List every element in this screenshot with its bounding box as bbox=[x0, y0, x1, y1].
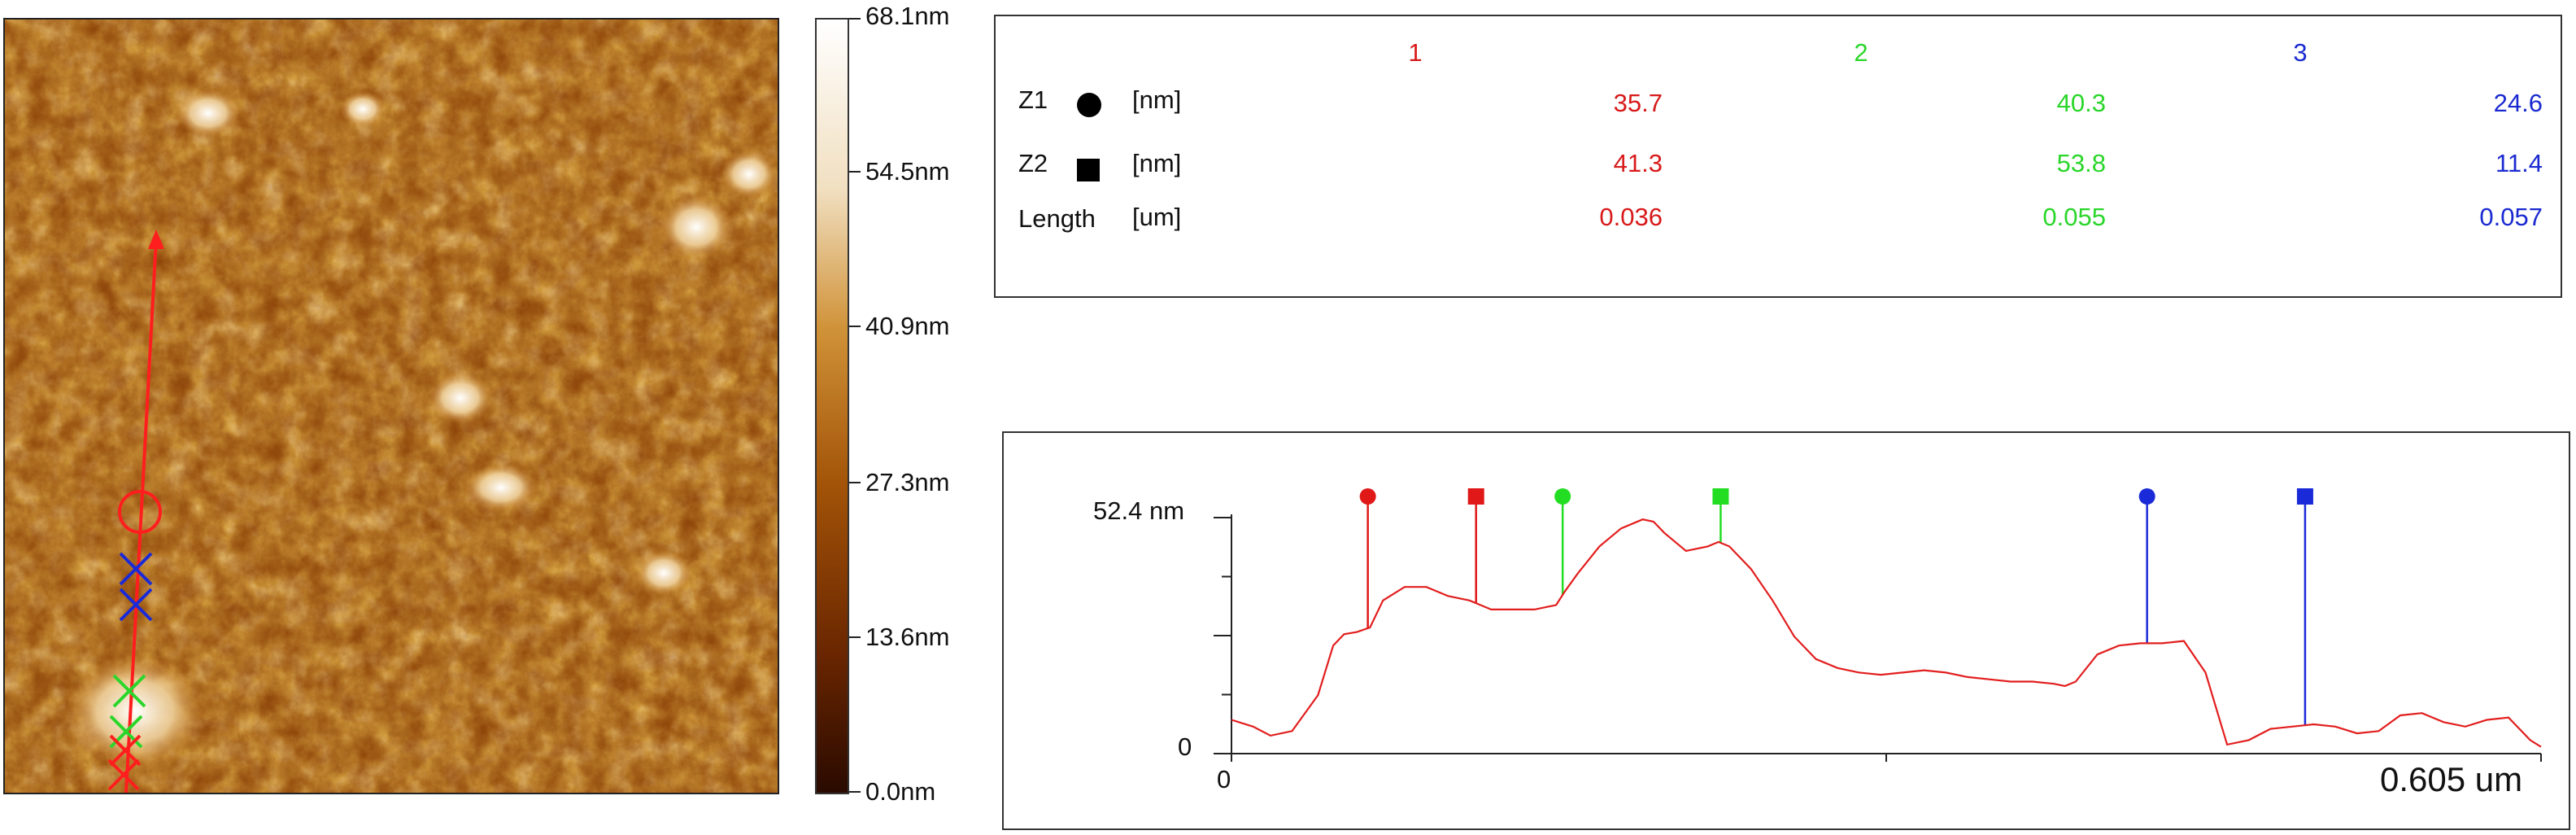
height-profile-chart[interactable] bbox=[1004, 433, 2569, 828]
bright-particle bbox=[721, 150, 778, 199]
colorbar-tick bbox=[849, 171, 861, 173]
colorbar-label: 13.6nm bbox=[865, 623, 950, 651]
cursor-2-square-icon bbox=[1712, 488, 1729, 505]
bright-particle bbox=[340, 91, 386, 127]
cursor-3-square-icon bbox=[2296, 488, 2313, 505]
colorbar-label: 27.3nm bbox=[865, 468, 950, 496]
cursor-1-x-markers[interactable] bbox=[107, 734, 142, 791]
colorbar-tick bbox=[849, 18, 861, 20]
circle-icon bbox=[1077, 93, 1101, 117]
length-value-3: 0.057 bbox=[2479, 203, 2543, 231]
cursor-1-square-icon bbox=[1467, 488, 1484, 505]
colorbar-tick bbox=[849, 791, 861, 793]
bright-particle bbox=[66, 654, 204, 768]
row-unit: [um] bbox=[1132, 203, 1182, 231]
row-unit: [nm] bbox=[1132, 149, 1182, 177]
length-value-2: 0.055 bbox=[2042, 203, 2106, 231]
profile-arrow-icon bbox=[148, 230, 164, 249]
z2-value-1: 41.3 bbox=[1613, 149, 1663, 177]
z2-value-3: 11.4 bbox=[2495, 149, 2543, 177]
colorbar-label: 54.5nm bbox=[865, 157, 950, 186]
colorbar-label: 40.9nm bbox=[865, 312, 950, 340]
length-value-1: 0.036 bbox=[1599, 203, 1663, 231]
colorbar-tick bbox=[849, 636, 861, 638]
x-axis-min-label: 0 bbox=[1217, 765, 1231, 793]
height-profile-panel: 52.4 nm 0 0 0.605 um bbox=[1002, 431, 2570, 830]
z2-value-2: 53.8 bbox=[2056, 149, 2106, 177]
profile-line[interactable] bbox=[124, 238, 158, 793]
row-label-z2: Z2 bbox=[1018, 149, 1048, 177]
height-color-scale bbox=[815, 18, 849, 794]
row-label-length: Length bbox=[1018, 204, 1096, 233]
cursor-3-circle-icon bbox=[2138, 488, 2155, 505]
column-header-1: 1 bbox=[1408, 38, 1423, 67]
bright-particle bbox=[428, 372, 493, 424]
column-header-2: 2 bbox=[1854, 38, 1868, 67]
bright-particle bbox=[464, 463, 538, 512]
column-header-3: 3 bbox=[2293, 38, 2308, 67]
row-unit: [nm] bbox=[1132, 85, 1182, 114]
cursor-1-circle-marker[interactable] bbox=[118, 490, 162, 534]
bright-particle bbox=[635, 550, 692, 596]
z1-value-2: 40.3 bbox=[2056, 89, 2106, 117]
cursor-3-x-markers[interactable] bbox=[119, 552, 153, 622]
cursor-1-circle-icon bbox=[1359, 488, 1376, 505]
colorbar-tick bbox=[849, 482, 861, 483]
afm-topography-image[interactable] bbox=[3, 18, 779, 794]
bright-particle bbox=[660, 195, 733, 260]
y-axis-min-label: 0 bbox=[1178, 732, 1192, 761]
cursor-2-circle-icon bbox=[1554, 488, 1571, 505]
colorbar-tick bbox=[849, 326, 861, 327]
z1-value-3: 24.6 bbox=[2493, 89, 2543, 117]
colorbar-label-min: 0.0nm bbox=[865, 777, 936, 806]
y-axis-max-label: 52.4 nm bbox=[1093, 496, 1185, 525]
z1-value-1: 35.7 bbox=[1613, 89, 1663, 117]
row-label-z1: Z1 bbox=[1018, 85, 1048, 114]
colorbar-label-max: 68.1nm bbox=[865, 2, 950, 30]
afm-image-canvas[interactable] bbox=[5, 20, 778, 793]
x-axis-max-label: 0.605 um bbox=[2380, 760, 2523, 798]
cursor-measurement-table: 1 2 3 Z1 [nm] 35.7 40.3 24.6 Z2 [nm] 41.… bbox=[994, 15, 2562, 298]
bright-particle bbox=[176, 89, 241, 138]
square-icon bbox=[1077, 159, 1100, 181]
cursor-2-x-markers[interactable] bbox=[109, 674, 146, 749]
height-profile-trace bbox=[1231, 518, 2542, 748]
